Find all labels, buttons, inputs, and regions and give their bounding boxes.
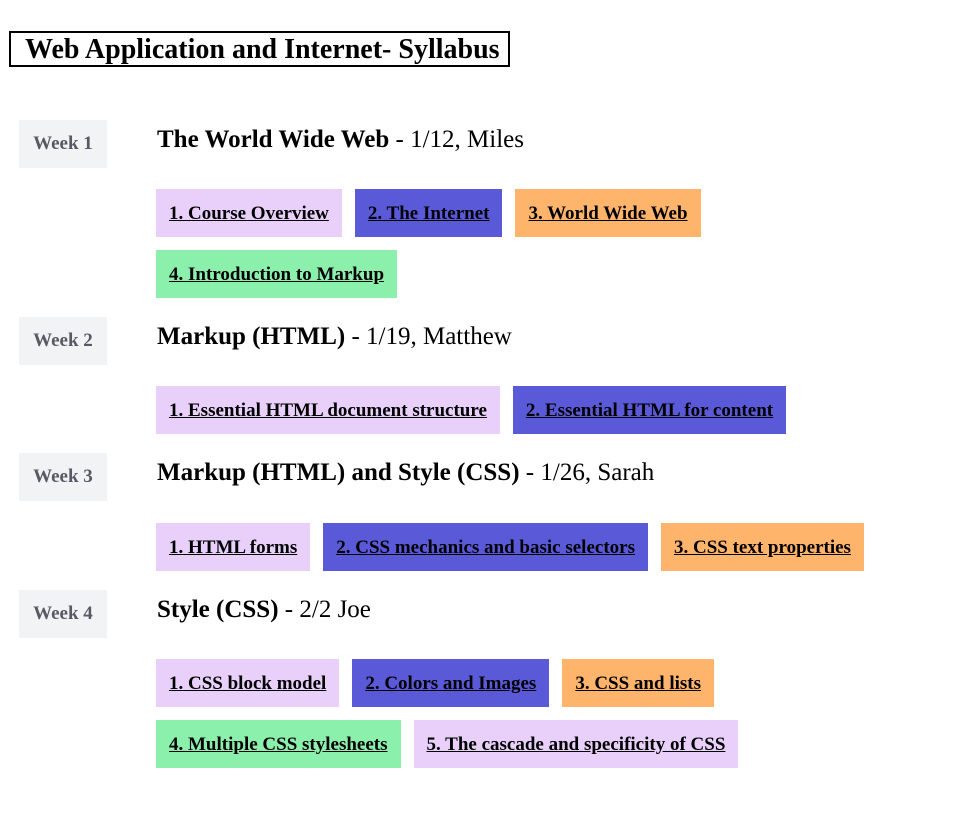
week-label: Week 2 — [19, 317, 107, 365]
lesson-link-introduction-to-markup[interactable]: 4. Introduction to Markup — [156, 250, 398, 298]
lesson-link-world-wide-web[interactable]: 3. World Wide Web — [515, 189, 701, 237]
week-topic: Style (CSS) — [157, 596, 279, 623]
lesson-links: 1. Essential HTML document structure 2. … — [156, 386, 916, 434]
week-details: - 2/2 Joe — [278, 596, 371, 623]
lesson-link-css-block-model[interactable]: 1. CSS block model — [156, 659, 340, 707]
lesson-link-colors-and-images[interactable]: 2. Colors and Images — [352, 659, 550, 707]
lesson-link-essential-html-document-structure[interactable]: 1. Essential HTML document structure — [156, 386, 500, 434]
page-title: Web Application and Internet- Syllabus — [9, 31, 510, 67]
lesson-links: 1. CSS block model 2. Colors and Images … — [156, 659, 916, 768]
lesson-link-course-overview[interactable]: 1. Course Overview — [156, 189, 342, 237]
week-heading: The World Wide Web - 1/12, Miles — [157, 124, 524, 156]
week-topic: The World Wide Web — [157, 126, 390, 153]
week-details: - 1/19, Matthew — [345, 323, 512, 350]
week-topic: Markup (HTML) and Style (CSS) — [157, 459, 520, 486]
week-details: - 1/12, Miles — [389, 126, 524, 153]
lesson-link-css-and-lists[interactable]: 3. CSS and lists — [562, 659, 714, 707]
lesson-link-css-text-properties[interactable]: 3. CSS text properties — [660, 523, 864, 571]
lesson-link-cascade-and-specificity[interactable]: 5. The cascade and specificity of CSS — [413, 720, 739, 768]
lesson-link-html-forms[interactable]: 1. HTML forms — [156, 523, 311, 571]
week-label: Week 3 — [19, 453, 107, 501]
week-heading: Markup (HTML) - 1/19, Matthew — [157, 321, 512, 353]
lesson-links: 1. HTML forms 2. CSS mechanics and basic… — [156, 523, 916, 571]
week-label: Week 1 — [19, 120, 107, 168]
week-label: Week 4 — [19, 590, 107, 638]
week-heading: Markup (HTML) and Style (CSS) - 1/26, Sa… — [157, 457, 654, 489]
lesson-link-the-internet[interactable]: 2. The Internet — [354, 189, 503, 237]
lesson-link-essential-html-for-content[interactable]: 2. Essential HTML for content — [512, 386, 787, 434]
week-details: - 1/26, Sarah — [519, 459, 655, 486]
lesson-links: 1. Course Overview 2. The Internet 3. Wo… — [156, 189, 916, 298]
lesson-link-multiple-css-stylesheets[interactable]: 4. Multiple CSS stylesheets — [156, 720, 401, 768]
lesson-link-css-mechanics-and-basic-selectors[interactable]: 2. CSS mechanics and basic selectors — [323, 523, 648, 571]
week-heading: Style (CSS) - 2/2 Joe — [157, 594, 371, 626]
week-topic: Markup (HTML) — [157, 323, 346, 350]
